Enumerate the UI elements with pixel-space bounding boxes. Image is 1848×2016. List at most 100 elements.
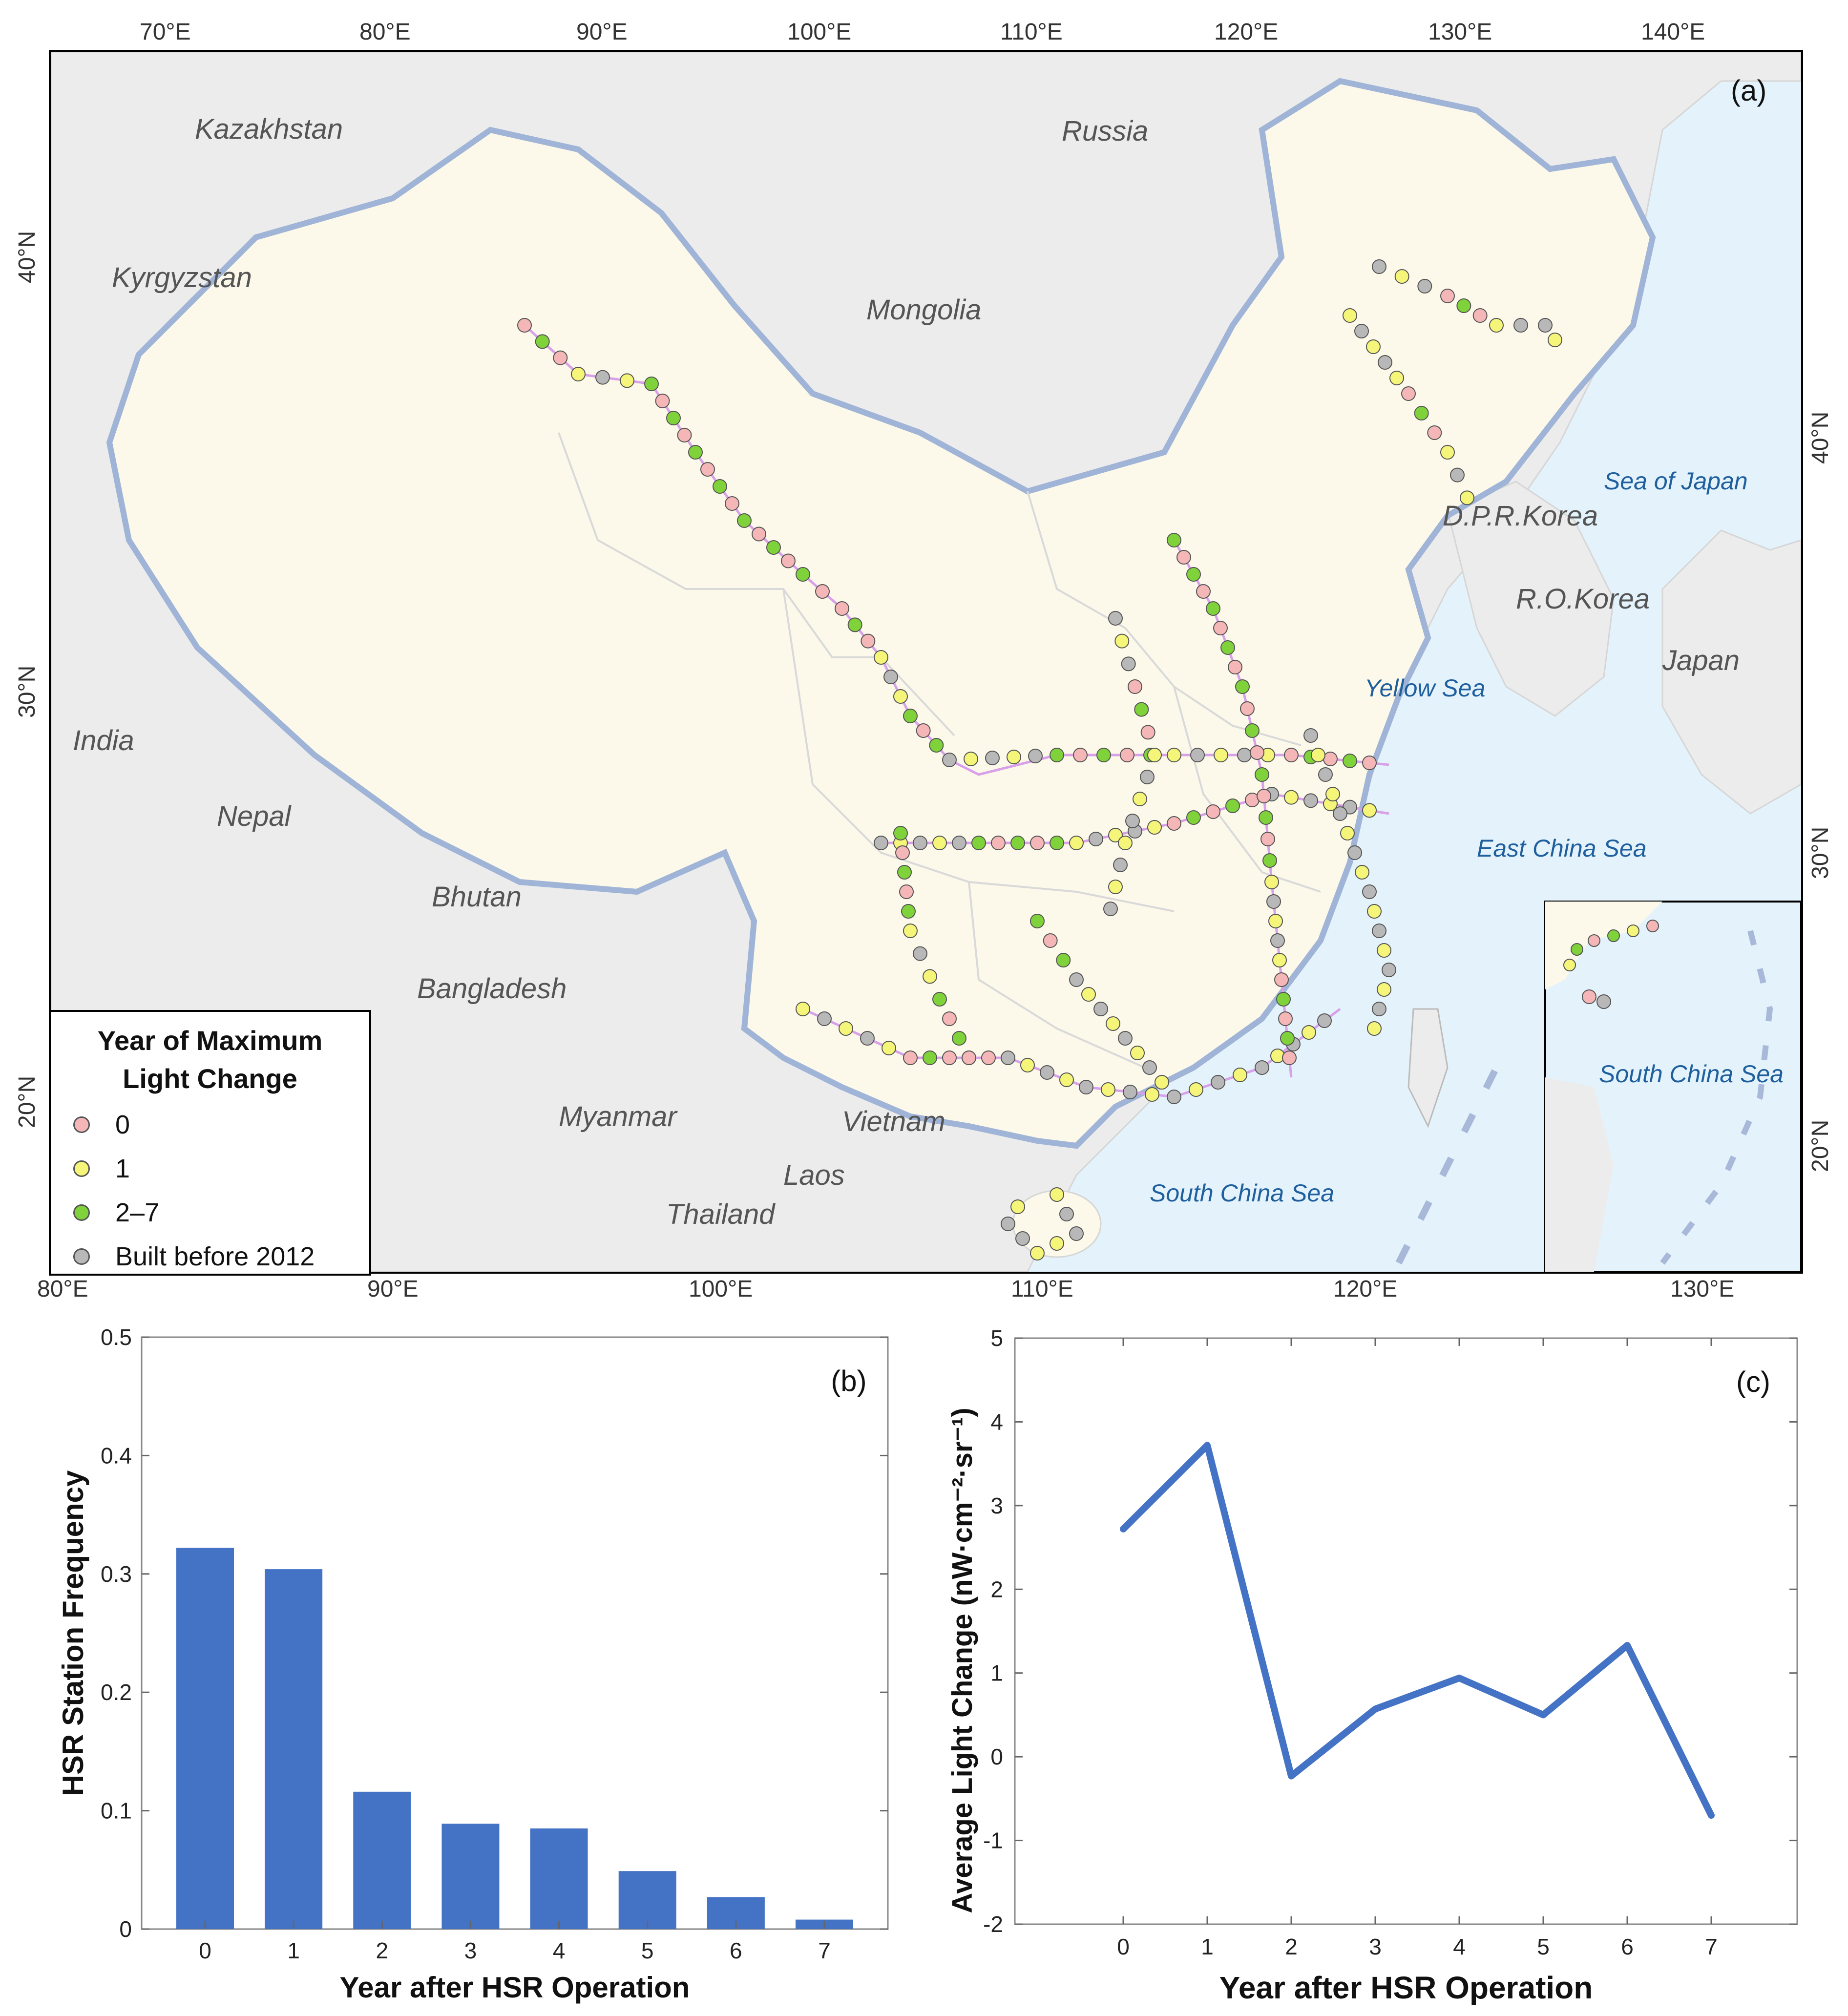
x-tick-label: 4 [553, 1938, 566, 1963]
station-dot [1343, 754, 1357, 768]
station-dot [952, 836, 966, 850]
station-dot [962, 1050, 976, 1065]
legend-title-line1: Year of Maximum [97, 1025, 323, 1056]
station-dot [677, 428, 692, 442]
station-dot [1125, 814, 1140, 828]
station-dot [1079, 1080, 1093, 1094]
lon-tick: 110°E [1000, 19, 1063, 45]
country-label: Bhutan [432, 881, 522, 913]
station-dot [916, 723, 931, 738]
station-dot [932, 836, 947, 850]
station-dot [1108, 611, 1123, 626]
station-dot [913, 946, 927, 961]
station-dot [1278, 1011, 1293, 1026]
station-dot [1260, 832, 1275, 846]
x-tick-label: 3 [464, 1938, 477, 1963]
data-point [1711, 1815, 1712, 1816]
legend-label: 0 [115, 1110, 130, 1139]
station-dot [1303, 728, 1318, 743]
bar [441, 1824, 500, 1929]
station-dot [903, 1050, 918, 1065]
legend-label: Built before 2012 [115, 1242, 315, 1271]
station-dot [1145, 1087, 1159, 1102]
station-dot [1284, 790, 1299, 805]
station-dot [1394, 269, 1409, 284]
station-dot [1069, 836, 1084, 850]
station-dot [1081, 987, 1096, 1002]
y-tick-label: 2 [990, 1576, 1003, 1602]
station-dot [1240, 701, 1255, 716]
station-dot [1120, 748, 1134, 762]
station-dot [1186, 567, 1201, 582]
x-tick-label: 7 [818, 1938, 831, 1963]
station-dot [737, 513, 752, 528]
station-dot [1274, 972, 1289, 987]
bar [530, 1828, 588, 1929]
station-dot [571, 367, 586, 381]
station-dot [1118, 1031, 1133, 1046]
station-dot [1069, 972, 1084, 987]
station-dot [1189, 1082, 1203, 1097]
station-dot [1089, 832, 1103, 846]
station-dot [815, 584, 830, 599]
station-dot [1069, 1226, 1084, 1241]
station-dot [1372, 924, 1386, 938]
station-dot [1186, 810, 1201, 825]
y-tick-label: 0.2 [101, 1680, 132, 1705]
map-panel: Kazakhstan Russia Kyrgyzstan Mongolia In… [49, 50, 1803, 1274]
station-dot [1233, 1068, 1247, 1082]
station-dot [1190, 748, 1205, 762]
station-dot [1302, 1025, 1316, 1040]
country-label: India [73, 725, 134, 756]
station-dot [1318, 767, 1333, 782]
x-tick-label: 2 [1285, 1934, 1298, 1959]
x-tick-label: 3 [1369, 1934, 1382, 1959]
station-dot [1367, 904, 1382, 919]
taiwan-island [1407, 1008, 1449, 1128]
station-dot [981, 1050, 996, 1065]
station-dot [1255, 767, 1269, 782]
south-china-sea-inset: South China Sea [1544, 901, 1801, 1272]
y-tick-label: 0 [119, 1916, 132, 1942]
data-point [1459, 1678, 1460, 1679]
station-dot [1255, 1060, 1269, 1075]
station-dot [1108, 828, 1123, 842]
station-dot [835, 601, 849, 616]
station-dot [1093, 1002, 1108, 1016]
station-dot [1134, 702, 1149, 717]
station-dot [1427, 425, 1442, 440]
station-dot [1237, 748, 1252, 762]
x-tick-label: 1 [1201, 1934, 1214, 1959]
station-dot [991, 836, 1006, 850]
station-dot [942, 1050, 957, 1065]
station-dot [1235, 679, 1250, 694]
sea-label: South China Sea [1599, 1060, 1784, 1088]
station-dot [1257, 789, 1271, 803]
station-dot [861, 633, 876, 649]
station-dot [1028, 749, 1043, 763]
station-dot [1382, 963, 1396, 977]
bar [176, 1548, 234, 1929]
station-dot [1121, 656, 1136, 672]
station-dot [1128, 679, 1142, 694]
data-point [1375, 1708, 1376, 1710]
station-dot [1268, 914, 1283, 928]
legend-swatch [73, 1160, 90, 1177]
legend-title: Year of Maximum Light Change [51, 1022, 369, 1098]
station-dot [1280, 1031, 1295, 1046]
x-axis-label: Year after HSR Operation [340, 1971, 690, 2004]
station-dot [1147, 820, 1162, 835]
station-dot [1450, 467, 1465, 483]
station-dot [1114, 633, 1130, 649]
data-point [1207, 1445, 1208, 1446]
station-dot [553, 350, 568, 365]
station-dot [971, 836, 986, 850]
y-axis-label: Average Light Change (nW·cm⁻²·sr⁻¹) [946, 1407, 978, 1913]
panel-label-b: (b) [831, 1365, 866, 1397]
station-dot [725, 496, 739, 511]
sea-label: South China Sea [1150, 1179, 1334, 1207]
lon-tick: 80°E [359, 19, 411, 45]
station-dot [1225, 798, 1240, 813]
station-dot [1354, 324, 1369, 338]
lon-tick: 120°E [1333, 1276, 1398, 1302]
